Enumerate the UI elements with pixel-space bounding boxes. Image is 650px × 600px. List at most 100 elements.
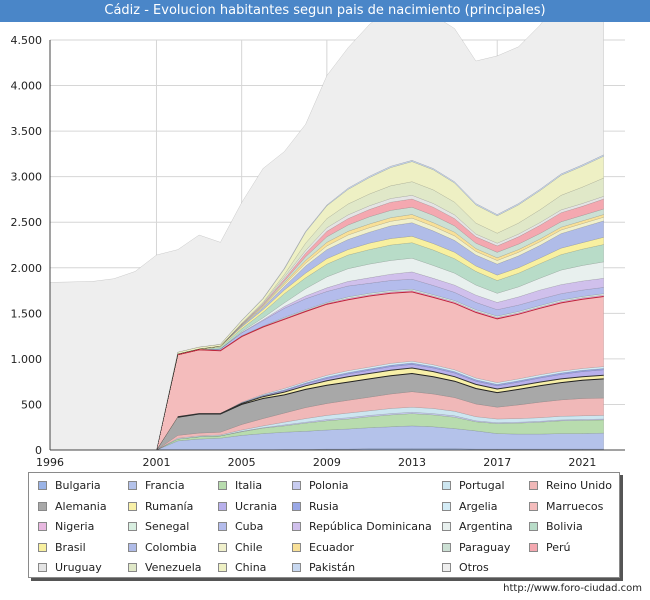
legend-label: Italia: [235, 479, 262, 492]
legend-label: Bulgaria: [55, 479, 101, 492]
x-tick-label: 2017: [483, 456, 511, 469]
legend-swatch: [128, 522, 137, 531]
legend-item: Reino Unido: [529, 479, 612, 492]
stacked-area-chart: 0 500 1.000 1.500 2.000 2.500 3.000 3.500 4.000 4…: [0, 22, 650, 470]
legend-label: Colombia: [145, 541, 197, 554]
legend-item: Alemania: [38, 500, 107, 513]
legend-swatch: [218, 563, 227, 572]
legend-swatch: [292, 502, 301, 511]
legend-item: Bulgaria: [38, 479, 101, 492]
legend-swatch: [529, 543, 538, 552]
legend-label: Rumanía: [145, 500, 193, 513]
legend-item: Rumanía: [128, 500, 193, 513]
x-tick-label: 1996: [36, 456, 64, 469]
legend-swatch: [218, 522, 227, 531]
legend-label: Rusia: [309, 500, 339, 513]
legend-swatch: [218, 502, 227, 511]
legend-swatch: [128, 481, 137, 490]
legend-swatch: [529, 522, 538, 531]
legend-item: Pakistán: [292, 561, 355, 574]
legend: Bulgaria Francia Italia Polonia Portugal Rein…: [28, 472, 620, 578]
legend-label: Marruecos: [546, 500, 603, 513]
legend-label: Paraguay: [459, 541, 510, 554]
legend-label: Cuba: [235, 520, 263, 533]
legend-item: Brasil: [38, 541, 86, 554]
legend-swatch: [292, 563, 301, 572]
legend-swatch: [442, 522, 451, 531]
legend-item: Venezuela: [128, 561, 202, 574]
legend-item: Marruecos: [529, 500, 603, 513]
x-tick-label: 2001: [142, 456, 170, 469]
legend-label: Pakistán: [309, 561, 355, 574]
y-tick-label: 3.000: [11, 171, 43, 184]
legend-item: Nigeria: [38, 520, 94, 533]
legend-label: Otros: [459, 561, 489, 574]
y-tick-label: 500: [21, 398, 42, 411]
legend-item: Paraguay: [442, 541, 510, 554]
legend-item: Portugal: [442, 479, 505, 492]
legend-item: Senegal: [128, 520, 189, 533]
legend-label: Senegal: [145, 520, 189, 533]
legend-swatch: [442, 481, 451, 490]
legend-swatch: [38, 481, 47, 490]
y-tick-label: 4.500: [11, 34, 43, 47]
legend-item: Rusia: [292, 500, 339, 513]
legend-label: Brasil: [55, 541, 86, 554]
legend-swatch: [292, 543, 301, 552]
legend-item: Chile: [218, 541, 263, 554]
y-tick-label: 2.500: [11, 216, 43, 229]
legend-swatch: [292, 522, 301, 531]
legend-label: Portugal: [459, 479, 505, 492]
legend-label: China: [235, 561, 266, 574]
legend-label: Francia: [145, 479, 185, 492]
legend-swatch: [128, 543, 137, 552]
legend-label: Argelia: [459, 500, 497, 513]
legend-item: Colombia: [128, 541, 197, 554]
legend-item: Perú: [529, 541, 571, 554]
legend-item: Uruguay: [38, 561, 102, 574]
x-tick-label: 2009: [313, 456, 341, 469]
legend-label: República Dominicana: [309, 520, 432, 533]
y-tick-label: 2.000: [11, 262, 43, 275]
y-tick-label: 1.000: [11, 353, 43, 366]
legend-label: Chile: [235, 541, 263, 554]
source-url[interactable]: http://www.foro-ciudad.com: [503, 583, 642, 594]
legend-swatch: [442, 543, 451, 552]
x-tick-label: 2013: [398, 456, 426, 469]
legend-item: Ucrania: [218, 500, 277, 513]
legend-swatch: [38, 563, 47, 572]
legend-label: Ucrania: [235, 500, 277, 513]
legend-swatch: [529, 502, 538, 511]
legend-item: Argelia: [442, 500, 497, 513]
y-tick-label: 3.500: [11, 125, 43, 138]
legend-swatch: [128, 502, 137, 511]
legend-item: Argentina: [442, 520, 513, 533]
legend-swatch: [442, 502, 451, 511]
chart-title: Cádiz - Evolucion habitantes segun pais …: [0, 0, 650, 22]
legend-item: Francia: [128, 479, 185, 492]
legend-label: Alemania: [55, 500, 107, 513]
legend-swatch: [292, 481, 301, 490]
legend-swatch: [38, 522, 47, 531]
x-tick-label: 2005: [228, 456, 256, 469]
legend-label: Reino Unido: [546, 479, 612, 492]
legend-item: China: [218, 561, 266, 574]
legend-label: Uruguay: [55, 561, 102, 574]
legend-swatch: [218, 543, 227, 552]
y-tick-label: 1.500: [11, 307, 43, 320]
legend-swatch: [218, 481, 227, 490]
legend-swatch: [38, 543, 47, 552]
x-tick-label: 2021: [568, 456, 596, 469]
legend-item: Polonia: [292, 479, 349, 492]
legend-swatch: [128, 563, 137, 572]
legend-swatch: [529, 481, 538, 490]
legend-swatch: [38, 502, 47, 511]
legend-item: Italia: [218, 479, 262, 492]
legend-item: Bolivia: [529, 520, 583, 533]
legend-label: Nigeria: [55, 520, 94, 533]
legend-item: Otros: [442, 561, 489, 574]
legend-label: Bolivia: [546, 520, 583, 533]
legend-label: Perú: [546, 541, 571, 554]
legend-label: Ecuador: [309, 541, 354, 554]
legend-label: Venezuela: [145, 561, 202, 574]
